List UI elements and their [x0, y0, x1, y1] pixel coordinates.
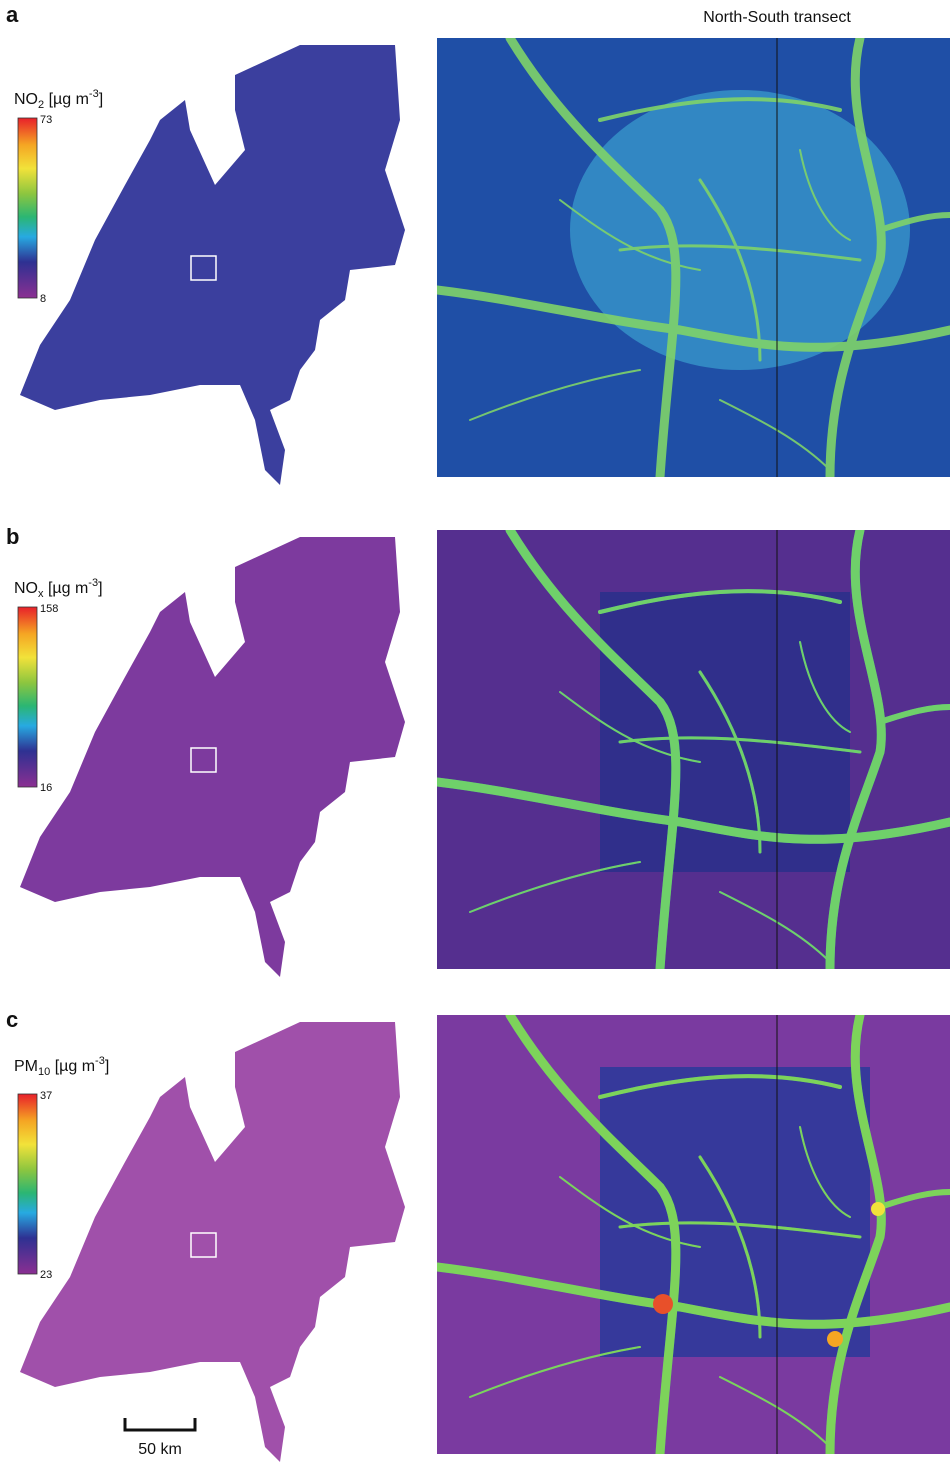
inset-box — [190, 1232, 217, 1258]
transect-title: North-South transect — [703, 9, 851, 26]
unit: [µg m — [44, 580, 89, 597]
zoom-map — [437, 38, 950, 477]
colorbar-min: 23 — [40, 1269, 52, 1281]
unit-close: ] — [105, 1058, 109, 1075]
inset-box — [190, 747, 217, 773]
colorbar — [17, 606, 38, 788]
zoom-map — [437, 530, 950, 969]
subscript: 10 — [38, 1066, 50, 1078]
unit-close: ] — [99, 91, 103, 108]
colorbar — [17, 117, 38, 299]
exponent: -3 — [88, 577, 98, 589]
colorbar-label: NOx [µg m-3] — [14, 577, 103, 600]
colorbar-label: NO2 [µg m-3] — [14, 88, 103, 111]
panel-letter: a — [6, 2, 19, 27]
scale-bar — [123, 1418, 197, 1432]
pollutant: PM — [14, 1058, 38, 1075]
colorbar-max: 37 — [40, 1090, 52, 1102]
panel-letter: b — [6, 524, 19, 549]
pollutant: NO — [14, 580, 38, 597]
scale-label: 50 km — [138, 1441, 182, 1458]
colorbar-max: 73 — [40, 114, 52, 126]
colorbar-min: 16 — [40, 782, 52, 794]
zoom-map — [437, 1015, 950, 1454]
panel: b NOx [µg m-3] 158 16 — [6, 524, 950, 977]
exponent: -3 — [95, 1055, 105, 1067]
unit: [µg m — [50, 1058, 95, 1075]
colorbar-label: PM10 [µg m-3] — [14, 1055, 109, 1078]
exponent: -3 — [89, 88, 99, 100]
country-map — [20, 45, 405, 485]
colorbar — [17, 1093, 38, 1275]
country-map — [20, 537, 405, 977]
subscript: x — [38, 588, 44, 600]
unit-close: ] — [98, 580, 102, 597]
subscript: 2 — [38, 99, 44, 111]
country-map — [20, 1022, 405, 1462]
panel: a NO2 [µg m-3] 73 8 — [6, 2, 950, 485]
colorbar-min: 8 — [40, 293, 46, 305]
pollutant: NO — [14, 91, 38, 108]
inset-box — [190, 255, 217, 281]
panel: c PM10 [µg m-3] 37 23 — [6, 1007, 950, 1462]
colorbar-max: 158 — [40, 603, 58, 615]
panel-letter: c — [6, 1007, 18, 1032]
unit: [µg m — [44, 91, 89, 108]
